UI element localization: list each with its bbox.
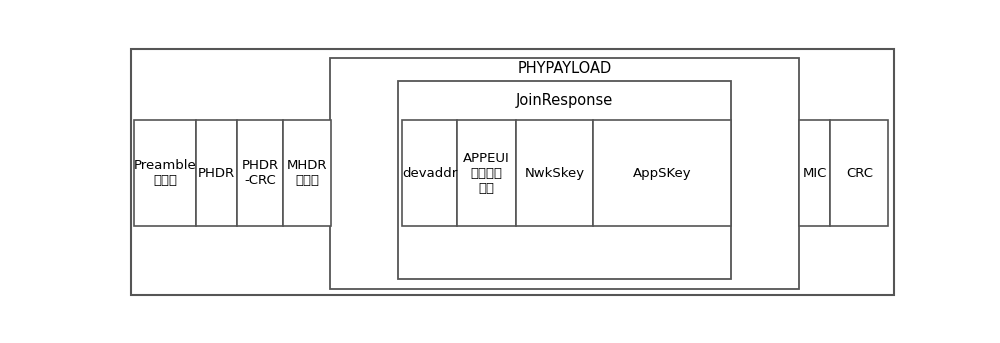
Text: devaddr: devaddr (402, 167, 457, 180)
Text: PHDR
-CRC: PHDR -CRC (241, 159, 278, 187)
Bar (402, 120, 457, 226)
Text: Preamble
前导码: Preamble 前导码 (134, 159, 197, 187)
Bar (799, 120, 830, 226)
Bar (283, 120, 331, 226)
Text: JoinResponse: JoinResponse (516, 93, 613, 108)
Text: MHDR
命令字: MHDR 命令字 (287, 159, 327, 187)
Bar (237, 120, 283, 226)
Bar (330, 58, 799, 289)
Bar (830, 120, 888, 226)
Text: PHYPAYLOAD: PHYPAYLOAD (518, 61, 612, 76)
Text: AppSKey: AppSKey (633, 167, 691, 180)
Text: CRC: CRC (846, 167, 873, 180)
Bar (593, 120, 731, 226)
Bar (196, 120, 237, 226)
Text: PHDR: PHDR (198, 167, 235, 180)
Bar (457, 120, 516, 226)
Bar (134, 120, 196, 226)
Text: APPEUI
检索自数
据库: APPEUI 检索自数 据库 (463, 152, 510, 195)
Text: NwkSkey: NwkSkey (524, 167, 584, 180)
Text: MIC: MIC (803, 167, 827, 180)
Bar (398, 81, 731, 279)
Bar (516, 120, 593, 226)
